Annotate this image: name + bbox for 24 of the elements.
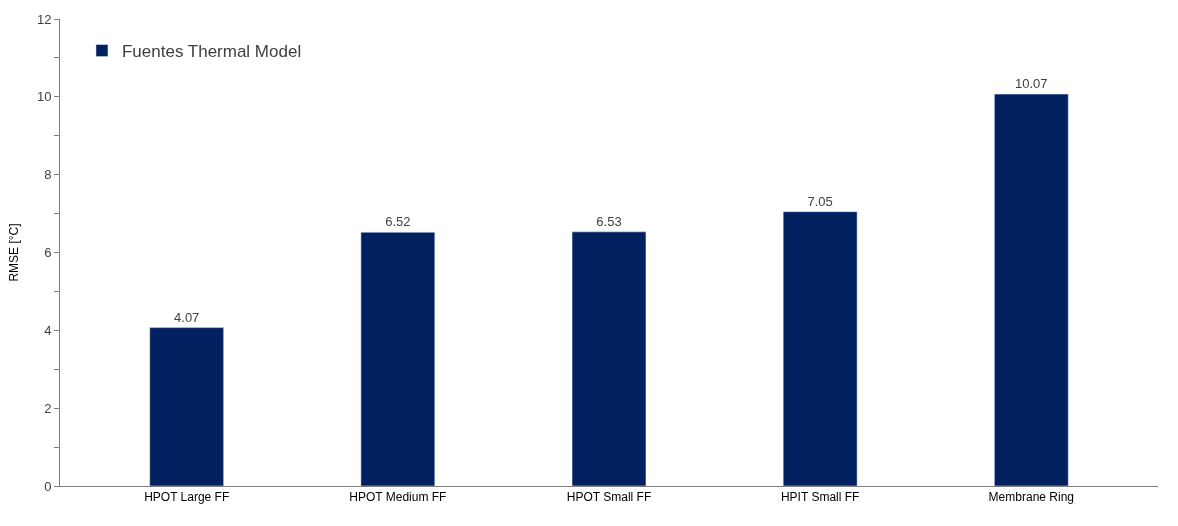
y-tick-label: 8 — [44, 167, 52, 183]
y-tick-label: 0 — [44, 478, 52, 494]
data-label: 6.53 — [596, 213, 622, 229]
x-tick-label: HPOT Large FF — [144, 490, 230, 505]
bar — [149, 327, 224, 486]
x-tick-label: Membrane Ring — [988, 490, 1074, 505]
bar — [571, 231, 647, 486]
y-tick-label: 12 — [36, 11, 52, 27]
bar — [994, 93, 1069, 486]
x-tick-label: HPIT Small FF — [780, 490, 860, 505]
data-label: 7.05 — [807, 193, 833, 209]
bar — [360, 232, 436, 486]
data-label: 4.07 — [174, 309, 200, 325]
y-axis-title: RMSE [°C] — [7, 223, 22, 282]
data-label: 6.52 — [385, 214, 411, 230]
data-label: 10.07 — [1015, 76, 1048, 92]
y-tick-label: 10 — [36, 89, 52, 105]
legend-label: Fuentes Thermal Model — [121, 42, 302, 62]
y-tick-label: 4 — [44, 322, 52, 338]
y-tick-label: 6 — [44, 245, 52, 261]
y-tick-label: 2 — [44, 400, 52, 416]
bar — [782, 211, 858, 486]
x-tick-label: HPOT Medium FF — [349, 490, 447, 505]
x-tick-label: HPOT Small FF — [566, 490, 652, 505]
